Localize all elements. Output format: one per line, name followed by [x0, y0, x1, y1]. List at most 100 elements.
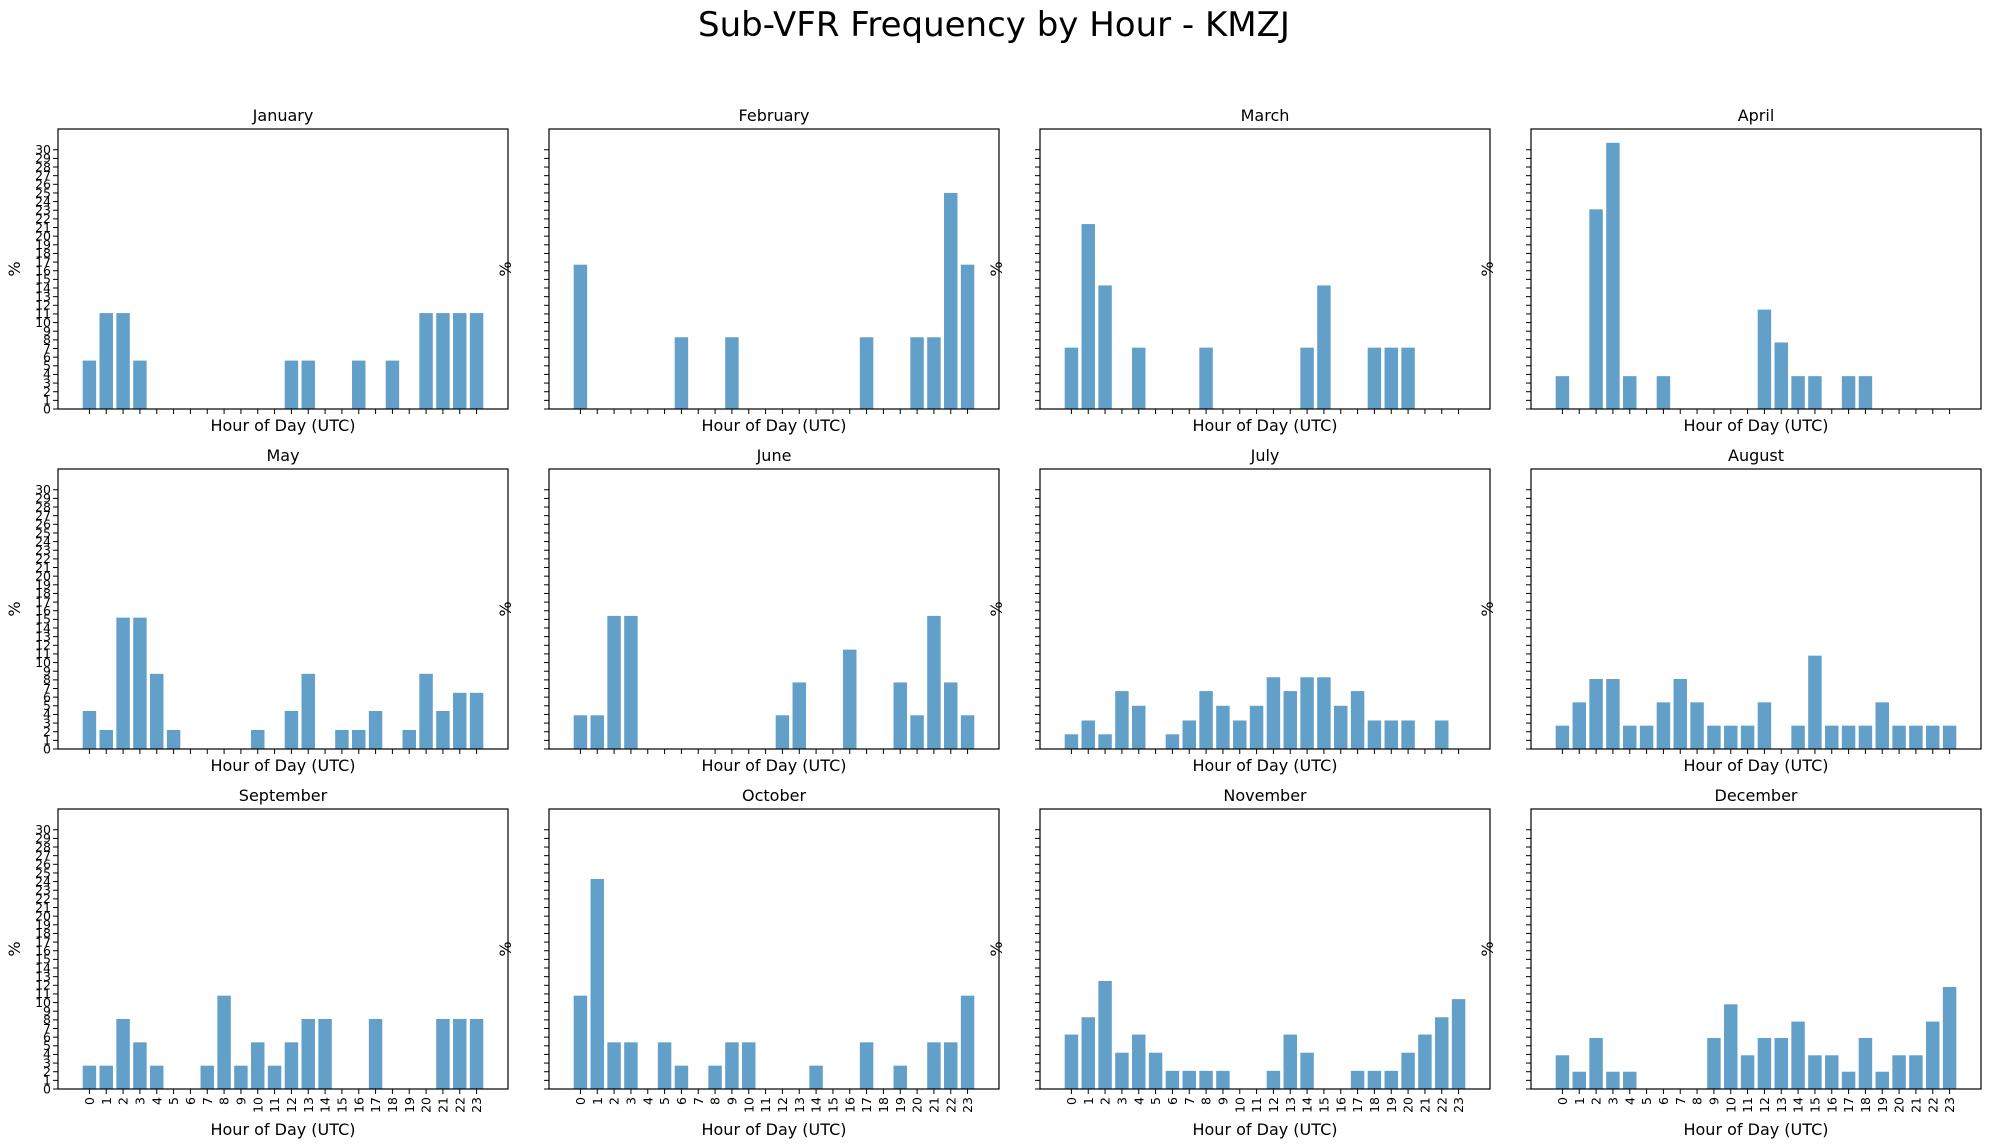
bar: [944, 682, 958, 749]
x-tick-label: 3: [1605, 1097, 1620, 1105]
y-tick-label: 5: [43, 358, 51, 373]
bar: [1740, 1055, 1755, 1089]
x-tick-label: 15: [825, 1097, 840, 1113]
x-tick-label: 8: [1199, 1097, 1214, 1105]
bar: [1858, 376, 1873, 409]
x-tick-label: 18: [385, 1097, 400, 1113]
x-tick-label: 5: [657, 1097, 672, 1105]
y-tick-label: 23: [35, 203, 51, 218]
x-tick-label: 18: [1367, 1097, 1382, 1113]
y-tick-label: 9: [43, 324, 51, 339]
y-tick-label: 3: [43, 715, 51, 730]
y-tick-label: 28: [35, 159, 51, 174]
bar: [1606, 1071, 1620, 1089]
bar: [1216, 705, 1230, 749]
bar: [1892, 725, 1906, 749]
y-tick-label: 25: [35, 865, 51, 880]
panel-february: February Hour of Day (UTC)%: [496, 106, 1000, 435]
x-tick-label: 20: [1401, 1097, 1416, 1113]
y-tick-label: 29: [35, 491, 51, 506]
y-tick-label: 8: [43, 332, 51, 347]
bar: [1707, 1038, 1721, 1089]
x-tick-label: 15: [1807, 1097, 1822, 1113]
bar: [1367, 347, 1382, 409]
y-tick-label: 17: [35, 254, 51, 269]
x-tick-label: 0: [1064, 1097, 1079, 1105]
y-tick-label: 2: [43, 1064, 51, 1079]
bar: [1623, 376, 1637, 409]
bar: [1656, 376, 1671, 409]
y-tick-label: 30: [35, 822, 51, 837]
bar: [1724, 725, 1738, 749]
bar: [1825, 1055, 1839, 1089]
panel-july: July Hour of Day (UTC)%: [987, 446, 1491, 775]
bar: [133, 360, 147, 409]
x-tick-label: 9: [724, 1097, 739, 1105]
y-tick-label: 17: [35, 594, 51, 609]
bar: [725, 1042, 739, 1089]
bar: [1233, 720, 1247, 749]
panel-title: February: [739, 106, 810, 125]
y-tick-label: 2: [43, 384, 51, 399]
y-tick-label: 26: [35, 857, 51, 872]
bar: [1317, 677, 1331, 749]
x-tick-label: 10: [250, 1097, 265, 1113]
bar: [284, 1042, 299, 1089]
bar: [82, 1065, 97, 1089]
y-tick-label: 27: [35, 168, 51, 183]
y-axis-label: %: [987, 601, 1006, 616]
bar: [99, 313, 113, 409]
x-tick-label: 5: [1639, 1097, 1654, 1105]
bar: [1384, 347, 1398, 409]
y-tick-label: 24: [35, 874, 51, 889]
bar: [453, 692, 467, 749]
x-tick-label: 17: [859, 1097, 874, 1113]
x-tick-label: 7: [1182, 1097, 1197, 1105]
bar: [1875, 702, 1889, 749]
y-tick-label: 1: [43, 393, 51, 408]
x-tick-label: 14: [809, 1097, 824, 1113]
bar: [1825, 725, 1839, 749]
bar: [1555, 725, 1570, 749]
y-tick-label: 26: [35, 177, 51, 192]
bar: [436, 1019, 450, 1089]
x-axis-label: Hour of Day (UTC): [210, 416, 355, 435]
y-axis-label: %: [1478, 601, 1497, 616]
x-tick-label: 9: [1215, 1097, 1230, 1105]
axes-frame: [1530, 808, 1982, 1090]
bar: [368, 1019, 383, 1089]
bar: [1081, 1017, 1095, 1089]
bar: [284, 710, 299, 749]
y-tick-label: 7: [43, 1021, 51, 1036]
bar: [1401, 1052, 1415, 1089]
x-tick-label: 0: [1555, 1097, 1570, 1105]
x-tick-label: 6: [1165, 1097, 1180, 1105]
y-tick-label: 7: [43, 341, 51, 356]
y-tick-label: 28: [35, 839, 51, 854]
bar: [469, 692, 484, 749]
x-tick-label: 6: [1656, 1097, 1671, 1105]
x-tick-label: 1: [590, 1097, 605, 1105]
bar: [352, 729, 366, 749]
y-tick-label: 20: [35, 568, 51, 583]
axes-frame: [57, 468, 509, 750]
bar: [1656, 702, 1671, 749]
bar: [624, 1042, 638, 1089]
x-tick-label: 17: [1841, 1097, 1856, 1113]
bar: [1841, 725, 1856, 749]
axes-frame: [1530, 128, 1982, 410]
bar: [82, 360, 97, 409]
y-tick-label: 16: [35, 603, 51, 618]
bar: [809, 1065, 823, 1089]
y-tick-label: 27: [35, 848, 51, 863]
bar: [792, 682, 806, 749]
x-tick-label: 16: [1333, 1097, 1348, 1113]
y-tick-label: 9: [43, 1004, 51, 1019]
bar: [402, 729, 416, 749]
bar: [82, 710, 97, 749]
bar: [590, 879, 604, 1089]
bar: [1064, 1034, 1079, 1089]
x-axis-label: Hour of Day (UTC): [1683, 756, 1828, 775]
x-tick-label: 11: [1249, 1097, 1264, 1113]
bar: [1589, 1038, 1603, 1089]
